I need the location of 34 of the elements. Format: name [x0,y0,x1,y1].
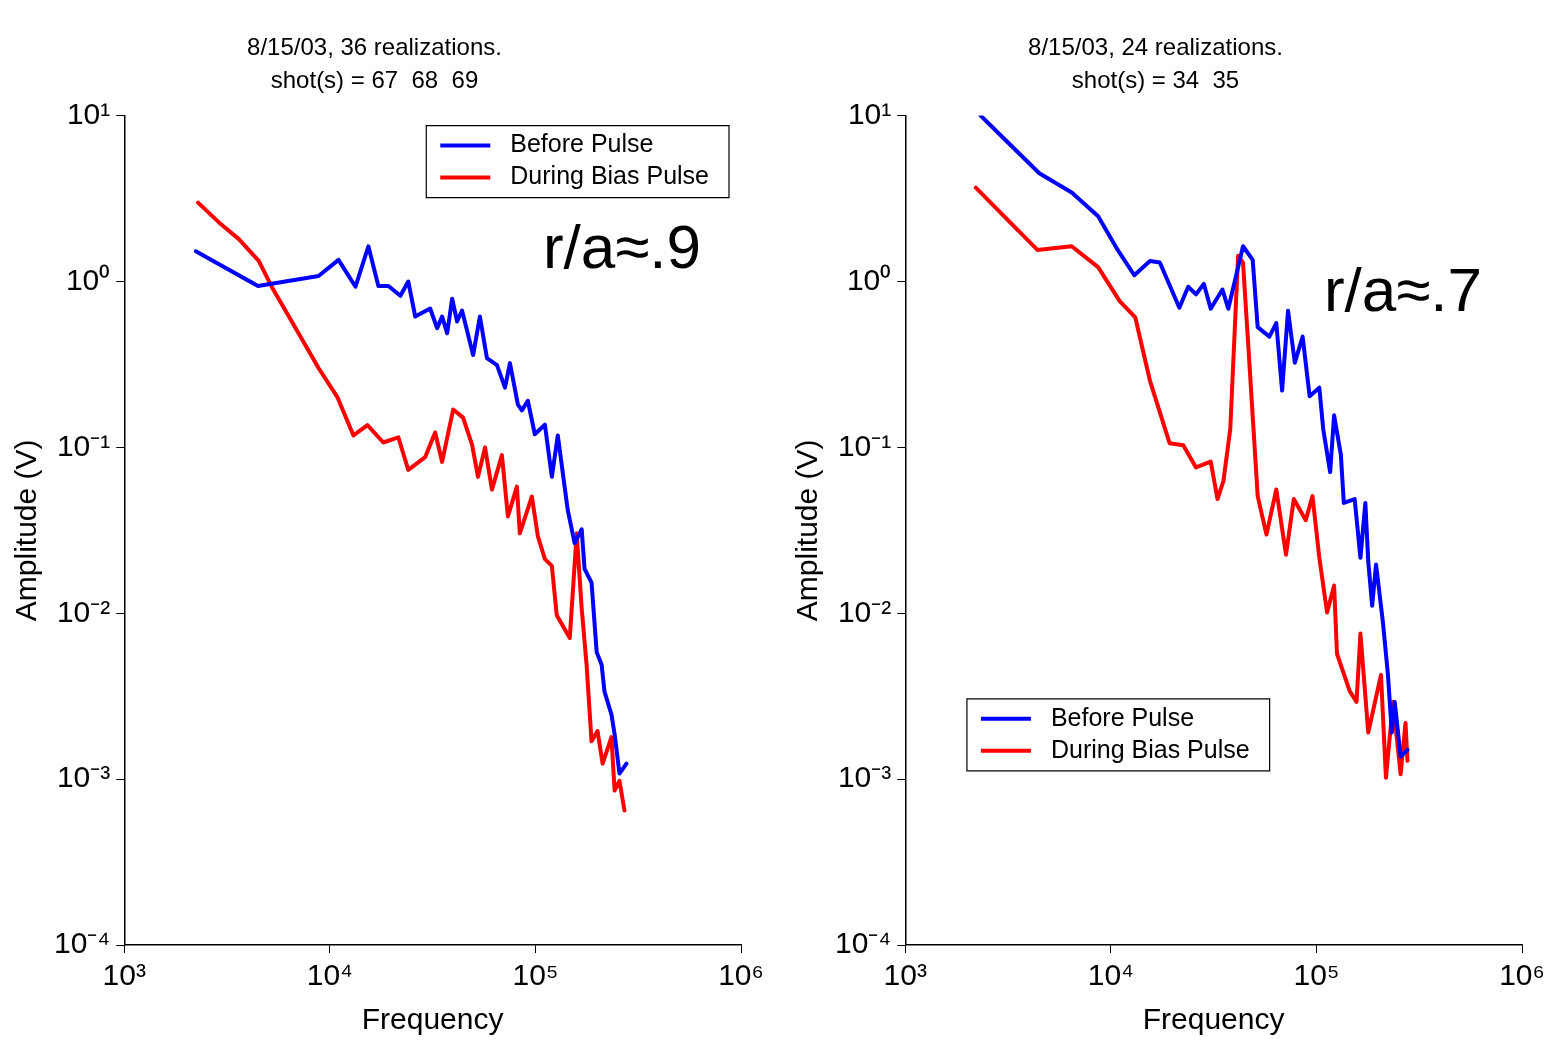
y-axis-title: Amplitude (V) [790,439,824,622]
x-tick-label: 10⁵ [512,958,559,992]
y-tick-label: 10⁰ [846,262,892,296]
x-tick-label: 10⁵ [1293,958,1340,992]
x-tick-label: 10³ [102,958,146,992]
x-tick-label: 10⁶ [1499,958,1545,992]
x-axis-title: Frequency [1142,1002,1285,1036]
x-axis-title: Frequency [361,1002,504,1036]
y-tick-label: 10⁻⁴ [834,926,892,960]
legend-label: Before Pulse [510,129,654,158]
annotation: r/a≈.9 [542,211,701,281]
y-tick-label: 10⁰ [65,262,111,296]
x-tick-label: 10⁴ [1087,958,1134,992]
y-tick-label: 10⁻² [56,594,111,628]
legend-label: Before Pulse [1050,702,1195,731]
y-tick-label: 10¹ [847,96,892,130]
chart-title: 8/15/03, 24 realizations. [1028,33,1283,61]
y-tick-label: 10¹ [66,96,111,130]
chart-subtitle: shot(s) = 34 35 [1071,65,1240,93]
y-tick-label: 10⁻⁴ [53,926,111,960]
x-tick-label: 10³ [883,958,927,992]
legend-label: During Bias Pulse [510,161,710,190]
y-axis-title: Amplitude (V) [9,439,43,622]
chart-title: 8/15/03, 36 realizations. [247,33,502,61]
y-tick-label: 10⁻² [837,594,892,628]
y-tick-label: 10⁻¹ [56,428,111,462]
chart-subtitle: shot(s) = 67 68 69 [270,65,479,93]
x-tick-label: 10⁴ [306,958,353,992]
y-tick-label: 10⁻¹ [837,428,892,462]
x-tick-label: 10⁶ [718,958,764,992]
legend-label: During Bias Pulse [1050,734,1250,763]
y-tick-label: 10⁻³ [56,760,111,794]
annotation: r/a≈.7 [1323,254,1482,324]
y-tick-label: 10⁻³ [837,760,892,794]
